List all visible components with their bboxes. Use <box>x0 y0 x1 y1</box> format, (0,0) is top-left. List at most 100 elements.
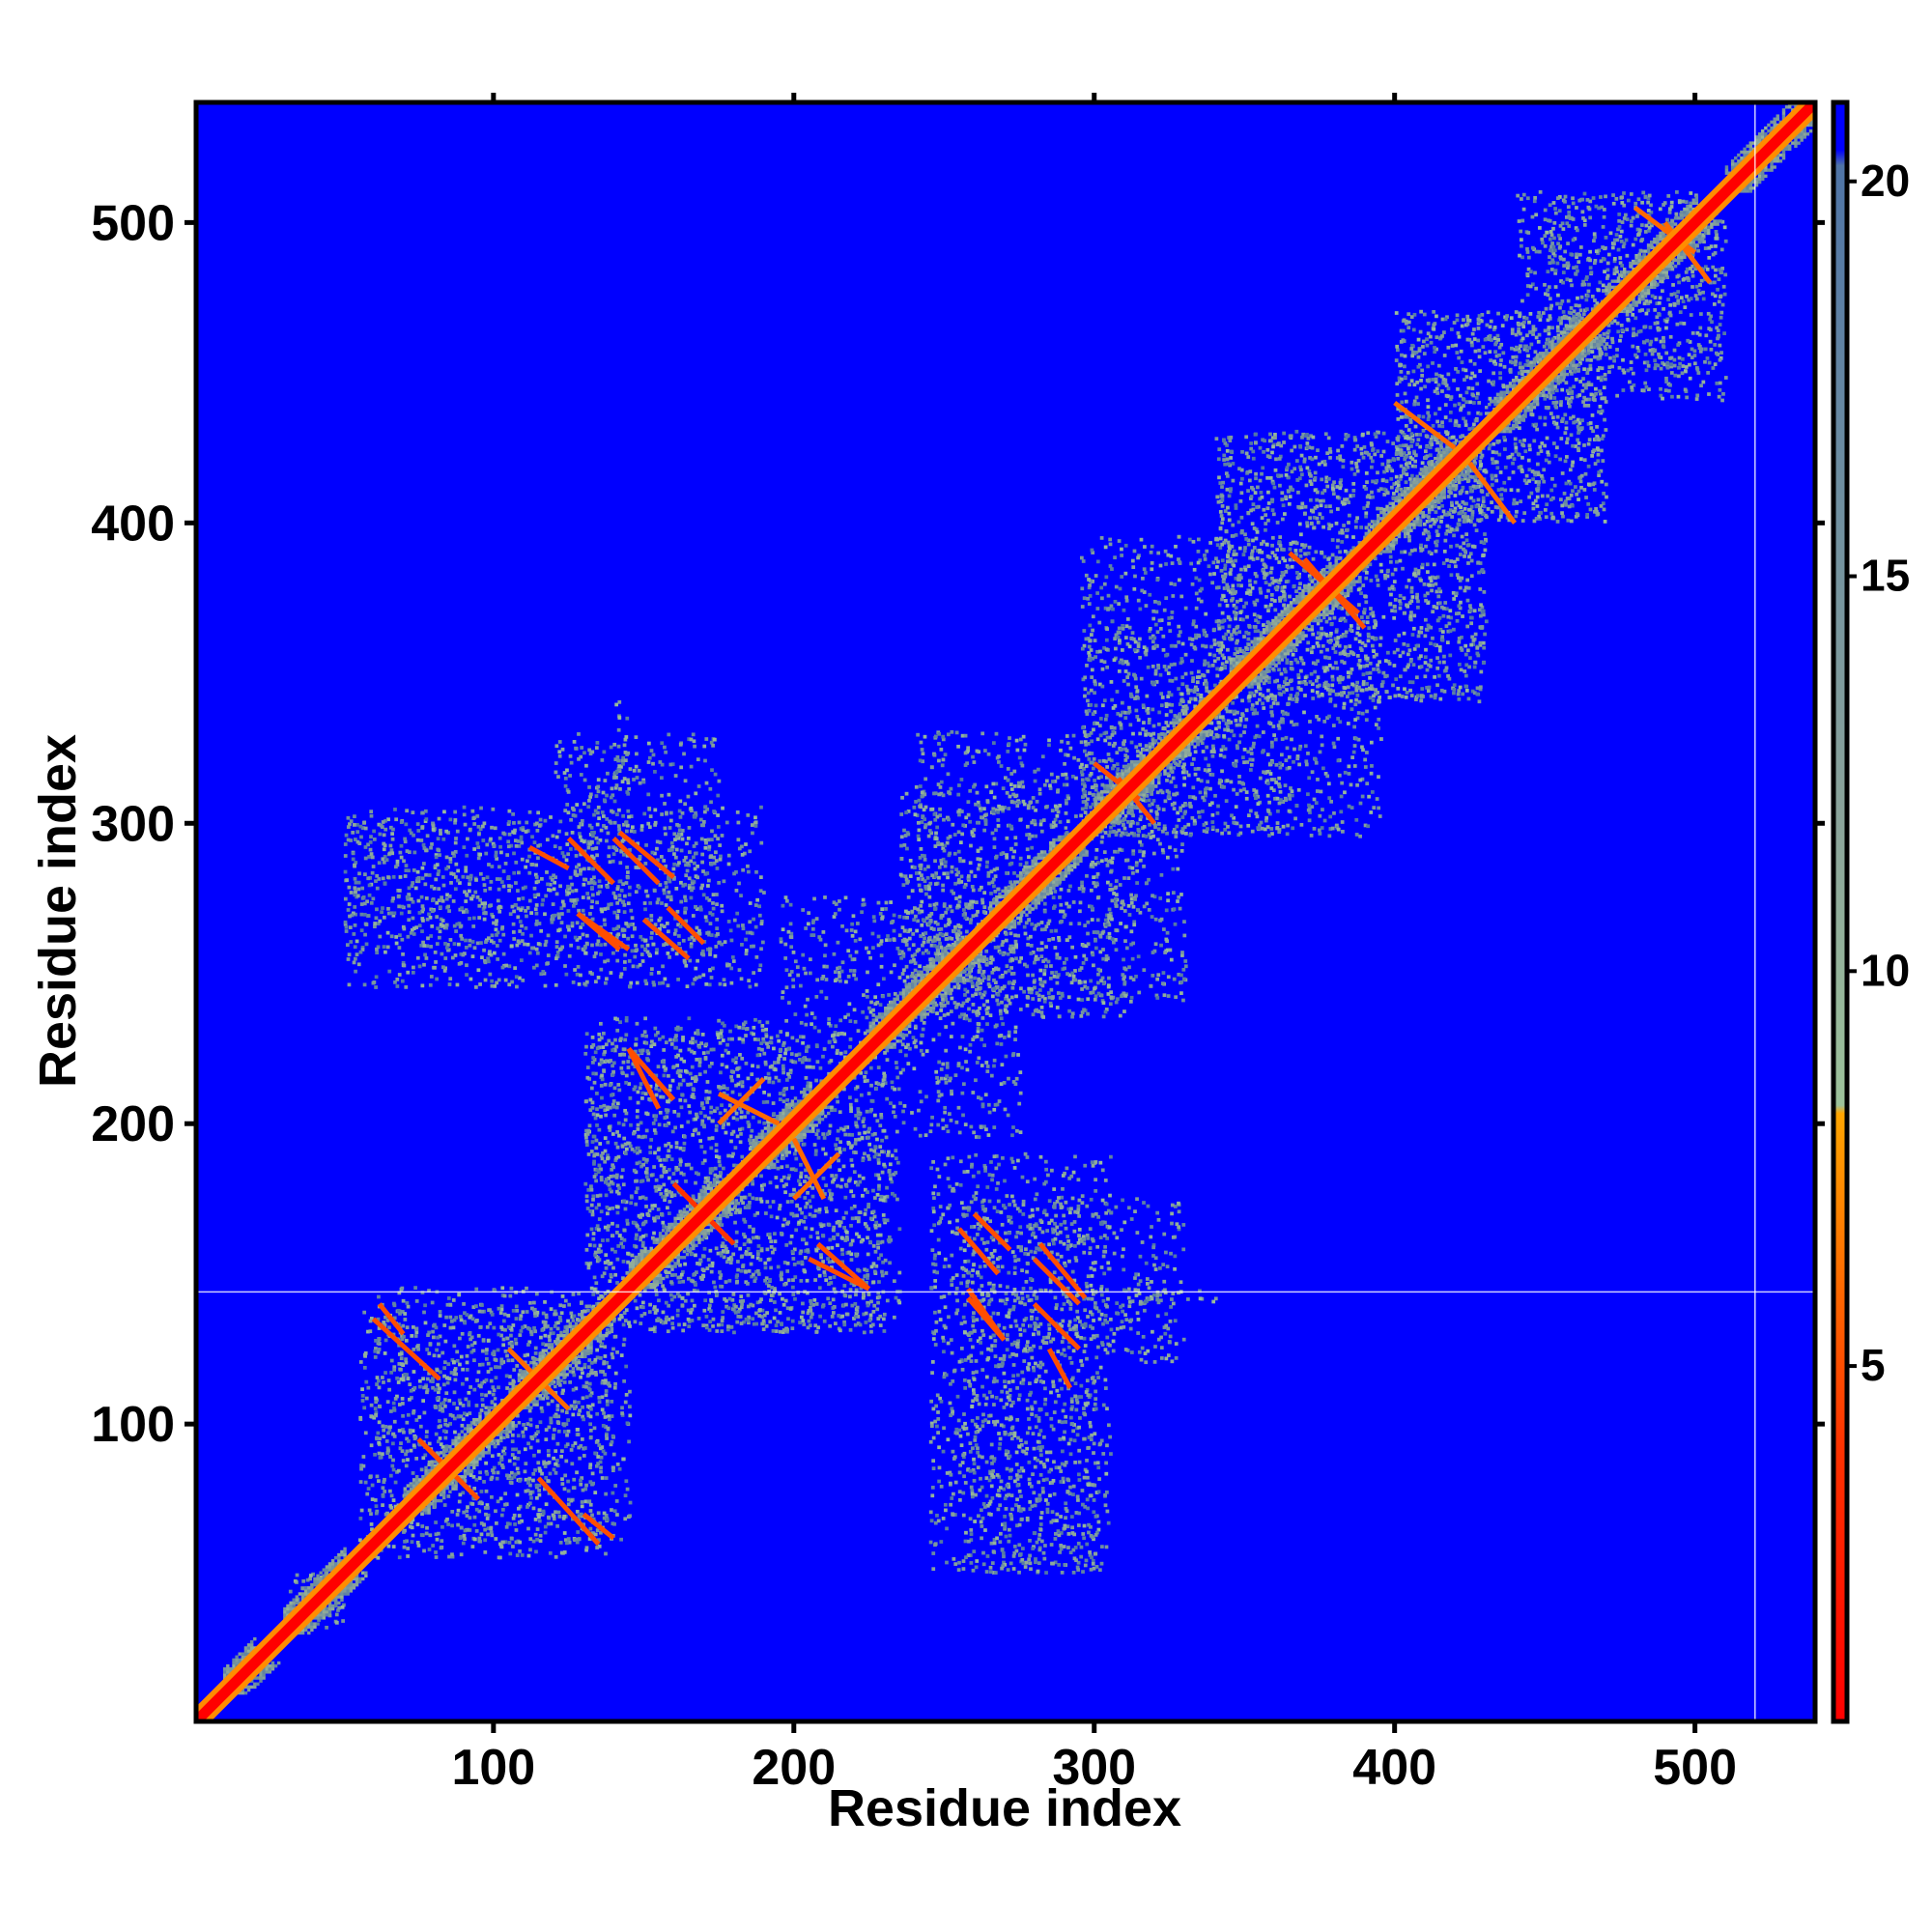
contact-cell <box>536 1430 540 1435</box>
contact-cell <box>472 1537 477 1542</box>
contact-cell <box>486 1526 491 1531</box>
contact-cell <box>726 1050 730 1055</box>
contact-cell <box>584 1044 588 1049</box>
contact-cell <box>1177 1227 1181 1232</box>
contact-cell <box>1020 1291 1024 1295</box>
contact-cell <box>661 1094 666 1099</box>
contact-cell <box>721 1310 725 1314</box>
contact-cell <box>1153 1267 1158 1271</box>
contact-cell <box>600 1395 605 1400</box>
contact-cell <box>677 823 681 828</box>
contact-cell <box>510 1536 514 1541</box>
contact-cell <box>591 1304 596 1309</box>
contact-cell <box>1072 1229 1077 1234</box>
contact-cell <box>543 1323 548 1328</box>
contact-cell <box>743 1020 748 1025</box>
contact-cell <box>1106 1208 1111 1213</box>
contact-cell <box>288 1589 293 1594</box>
contact-cell <box>528 1445 533 1450</box>
contact-cell <box>647 1208 652 1213</box>
contact-cell <box>538 1539 543 1543</box>
contact-cell <box>797 1179 801 1183</box>
contact-cell <box>459 1525 464 1530</box>
contact-cell <box>455 1350 460 1354</box>
contact-cell <box>815 1236 820 1240</box>
contact-cell <box>700 860 704 865</box>
contact-cell <box>654 951 659 955</box>
contact-cell <box>708 1309 713 1314</box>
contact-cell <box>838 1184 843 1189</box>
contact-cell <box>598 1243 603 1248</box>
contact-cell <box>568 753 573 758</box>
contact-cell <box>597 1163 602 1168</box>
contact-cell <box>719 1032 724 1036</box>
contact-cell <box>368 1329 373 1334</box>
contact-cell <box>574 747 579 751</box>
contact-cell <box>537 1466 542 1471</box>
contact-cell <box>546 1324 550 1328</box>
contact-cell <box>388 1409 393 1413</box>
contact-cell <box>579 1444 583 1448</box>
contact-cell <box>680 1303 685 1308</box>
contact-cell <box>742 1022 746 1027</box>
contact-cell <box>815 1060 820 1065</box>
contact-cell <box>479 1532 484 1537</box>
contact-cell <box>587 1358 592 1362</box>
contact-cell <box>831 1306 836 1310</box>
contact-cell <box>625 1222 630 1226</box>
contact-cell <box>529 1332 534 1337</box>
contact-cell <box>510 1358 515 1363</box>
contact-cell <box>495 1520 498 1525</box>
contact-cell <box>446 1522 450 1526</box>
contact-cell <box>744 1034 748 1037</box>
contact-cell <box>862 1117 867 1122</box>
contact-cell <box>640 1096 644 1100</box>
contact-cell <box>774 1176 779 1179</box>
contact-cell <box>689 942 694 947</box>
contact-cell <box>611 859 615 864</box>
contact-cell <box>611 1048 614 1053</box>
contact-cell <box>878 1145 883 1149</box>
contact-cell <box>764 1276 769 1281</box>
contact-cell <box>1082 1250 1087 1255</box>
contact-cell <box>885 1298 890 1303</box>
contact-cell <box>647 1310 652 1314</box>
contact-cell <box>735 1134 740 1139</box>
contact-cell <box>604 1253 609 1258</box>
contact-cell <box>1012 1254 1017 1259</box>
contact-cell <box>670 844 675 849</box>
contact-cell <box>599 1469 603 1474</box>
contact-cell <box>879 1115 884 1120</box>
contact-cell <box>803 1196 808 1200</box>
contact-cell <box>760 1308 765 1313</box>
contact-cell <box>617 1317 622 1321</box>
contact-cell <box>523 1447 527 1452</box>
contact-cell <box>402 1430 406 1435</box>
contact-cell <box>746 1076 751 1081</box>
contact-cell <box>411 1471 415 1475</box>
contact-cell <box>778 1097 782 1102</box>
contact-cell <box>667 792 671 797</box>
contact-cell <box>611 793 615 798</box>
contact-cell <box>543 1530 548 1535</box>
contact-cell <box>515 1309 520 1313</box>
contact-cell <box>614 1173 619 1178</box>
contact-cell <box>978 1264 982 1269</box>
contact-cell <box>455 1513 460 1517</box>
contact-cell <box>653 1131 658 1135</box>
contact-cell <box>461 1367 465 1372</box>
contact-cell <box>801 1040 805 1045</box>
contact-cell <box>546 1521 551 1526</box>
contact-cell <box>1047 1199 1052 1204</box>
contact-cell <box>530 1490 535 1494</box>
contact-cell <box>458 1336 462 1341</box>
contact-cell <box>521 1430 526 1435</box>
contact-cell <box>694 1039 697 1044</box>
contact-cell <box>765 1247 770 1252</box>
contact-cell <box>435 1348 439 1352</box>
contact-cell <box>592 812 596 817</box>
contact-cell <box>759 1183 764 1188</box>
contact-cell <box>1151 1243 1156 1247</box>
contact-cell <box>524 1427 528 1431</box>
contact-cell <box>724 1304 728 1309</box>
